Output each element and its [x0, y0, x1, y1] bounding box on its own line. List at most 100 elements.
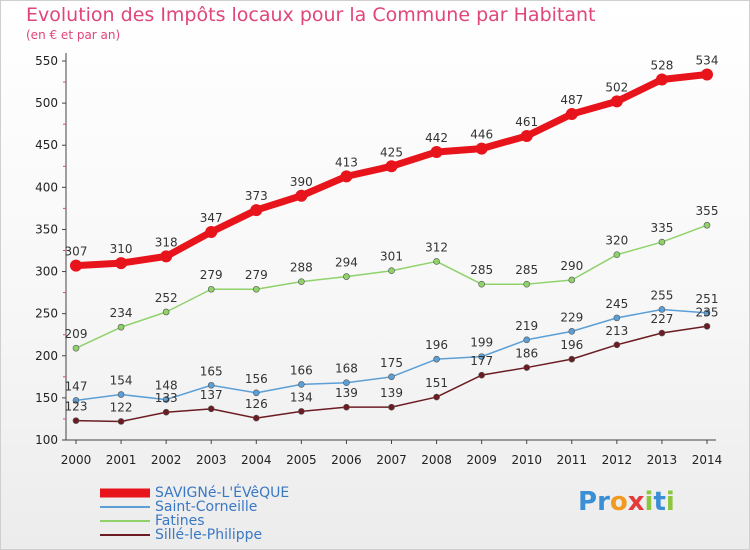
data-label: 307 — [65, 245, 88, 259]
data-point — [568, 276, 576, 284]
data-point — [343, 379, 350, 387]
data-point — [70, 259, 82, 272]
legend-swatch — [100, 506, 150, 508]
data-label: 390 — [290, 175, 313, 189]
data-label: 137 — [200, 388, 223, 402]
data-label: 255 — [650, 288, 673, 302]
data-label: 186 — [515, 347, 538, 361]
data-point — [388, 373, 395, 381]
data-label: 252 — [155, 291, 178, 305]
data-label: 229 — [560, 310, 583, 324]
y-tick-label: 550 — [35, 54, 58, 68]
data-point — [298, 408, 305, 415]
data-label: 177 — [470, 354, 493, 368]
data-label: 156 — [245, 372, 268, 386]
y-tick-label: 250 — [35, 307, 58, 321]
data-point — [478, 371, 485, 379]
data-point — [703, 221, 711, 229]
data-label: 502 — [605, 80, 628, 94]
x-tick-label: 2013 — [647, 453, 678, 467]
data-label: 133 — [155, 391, 178, 405]
data-point — [343, 273, 350, 280]
data-point — [72, 344, 80, 352]
x-tick-label: 2001 — [106, 453, 137, 467]
x-tick-label: 2014 — [692, 453, 723, 467]
data-point — [162, 408, 170, 416]
chart-title: Evolution des Impôts locaux pour la Comm… — [26, 4, 596, 26]
data-label: 310 — [110, 242, 133, 256]
data-label: 251 — [696, 292, 719, 306]
data-point — [565, 108, 578, 121]
x-tick-label: 2006 — [331, 453, 362, 467]
x-tick-label: 2000 — [61, 453, 92, 467]
x-tick-label: 2002 — [151, 453, 182, 467]
data-label: 219 — [515, 319, 538, 333]
proxiti-logo: Proxiti — [578, 487, 675, 517]
data-label: 139 — [335, 386, 358, 400]
data-point — [295, 189, 308, 202]
chart-subtitle: (en € et par an) — [26, 28, 121, 42]
data-point — [703, 309, 711, 317]
data-point — [385, 160, 398, 173]
y-tick-label: 350 — [35, 222, 58, 236]
data-point — [613, 341, 621, 349]
data-label: 279 — [245, 268, 268, 282]
data-label: 151 — [425, 376, 448, 390]
data-point — [658, 329, 666, 337]
data-point — [162, 308, 170, 316]
data-label: 318 — [155, 235, 178, 249]
data-label: 245 — [605, 297, 628, 311]
data-label: 528 — [650, 59, 673, 73]
data-label: 227 — [650, 312, 673, 326]
data-point — [162, 396, 170, 403]
data-point — [433, 393, 440, 401]
data-point — [613, 251, 621, 259]
data-label: 235 — [696, 305, 719, 319]
data-label: 301 — [380, 250, 403, 264]
data-label: 413 — [335, 155, 358, 169]
data-label: 312 — [425, 240, 448, 254]
data-label: 425 — [380, 145, 403, 159]
data-point — [160, 250, 173, 263]
data-label: 139 — [380, 386, 403, 400]
x-tick-label: 2009 — [466, 453, 497, 467]
data-point — [658, 238, 666, 246]
data-label: 288 — [290, 261, 313, 275]
data-label: 446 — [470, 128, 493, 142]
data-label: 290 — [560, 259, 583, 273]
data-point — [520, 129, 533, 142]
x-tick-label: 2012 — [602, 453, 633, 467]
data-point — [433, 258, 440, 265]
data-label: 134 — [290, 390, 313, 404]
data-point — [340, 170, 353, 183]
data-point — [117, 418, 125, 425]
y-tick-label: 400 — [35, 180, 58, 194]
data-point — [252, 414, 260, 422]
data-label: 320 — [605, 234, 628, 248]
data-label: 126 — [245, 397, 268, 411]
data-point — [388, 267, 395, 275]
data-label: 347 — [200, 211, 223, 225]
data-label: 373 — [245, 189, 268, 203]
data-label: 196 — [560, 338, 583, 352]
data-label: 285 — [470, 263, 493, 277]
data-label: 165 — [200, 364, 223, 378]
data-point — [478, 280, 485, 288]
data-point — [658, 306, 666, 313]
data-label: 175 — [380, 356, 403, 370]
data-label: 279 — [200, 268, 223, 282]
data-label: 147 — [65, 379, 88, 393]
legend-label: Fatines — [155, 513, 205, 529]
x-tick-label: 2004 — [241, 453, 272, 467]
data-point — [252, 389, 260, 397]
data-point — [205, 225, 218, 238]
data-label: 442 — [425, 131, 448, 145]
data-label: 285 — [515, 263, 538, 277]
y-tick-label: 100 — [35, 433, 58, 447]
data-point — [523, 280, 531, 288]
data-point — [523, 364, 531, 371]
y-tick-label: 450 — [35, 138, 58, 152]
data-label: 487 — [560, 93, 583, 107]
data-point — [478, 353, 485, 360]
